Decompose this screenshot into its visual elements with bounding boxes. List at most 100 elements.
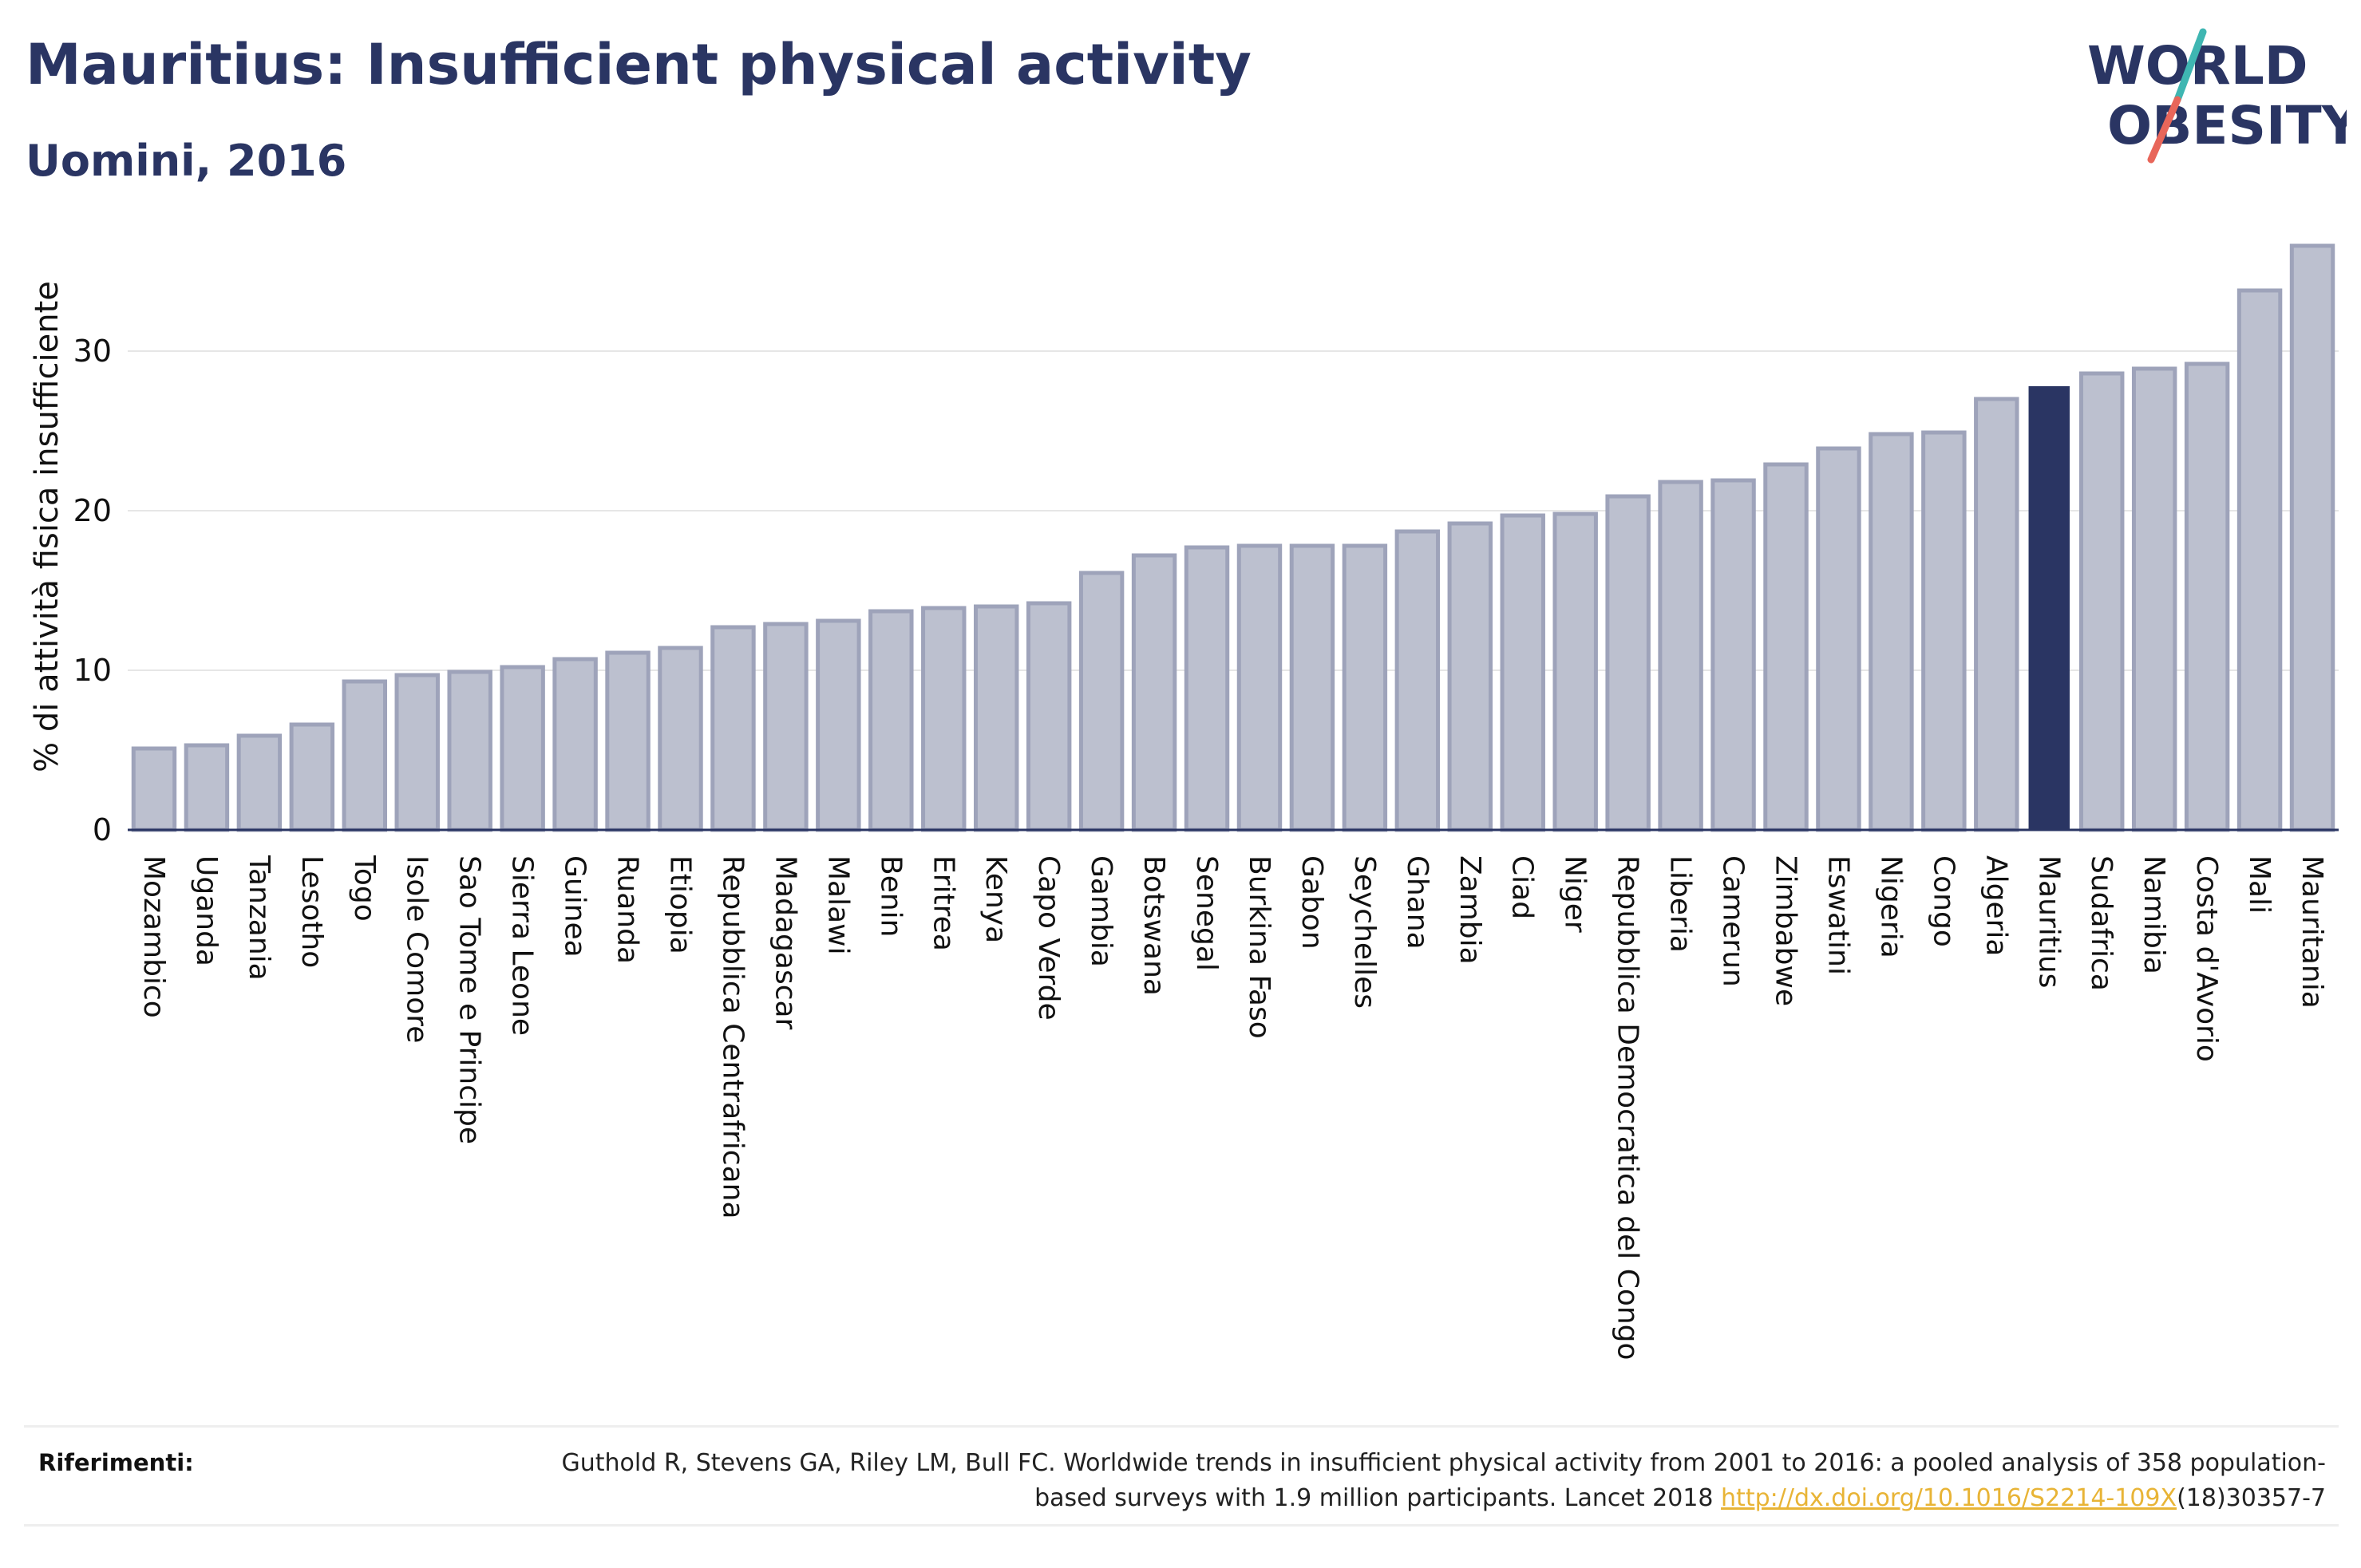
bar-gabon: [1289, 543, 1335, 832]
bar-sudafrica: [2078, 371, 2125, 832]
bar-algeria: [1974, 397, 2019, 832]
x-tick-label: Zimbabwe: [1770, 855, 1802, 1006]
x-tick-label: Costa d'Avorio: [2190, 855, 2223, 1062]
x-tick-label: Mozambico: [137, 855, 170, 1018]
grid-lines: [128, 350, 2339, 671]
x-tick-label: Tanzania: [243, 855, 275, 981]
doi-link[interactable]: http://dx.doi.org/10.1016/S2214-109X: [1721, 1484, 2177, 1512]
bar-tanzania: [236, 733, 283, 832]
footer-divider-bottom: [24, 1524, 2339, 1527]
x-tick-label: Mauritius: [2032, 855, 2065, 988]
bar-zambia: [1447, 521, 1493, 832]
bar-chart: Mozambico Uganda Tanzania Lesotho Togo Isole …: [29, 243, 2339, 1361]
bar-botswana: [1131, 553, 1177, 832]
bar-repubblica-democratica-del-congo: [1605, 494, 1651, 832]
x-tick-label: Burkina Faso: [1243, 855, 1275, 1039]
bar-liberia: [1658, 480, 1703, 832]
x-tick-label: Eritrea: [927, 855, 959, 951]
x-tick-label: Isole Comore: [401, 855, 433, 1043]
x-tick-label: Guinea: [559, 855, 591, 958]
y-tick-labels: 0 10 20 30: [73, 334, 112, 847]
bar-mali: [2236, 288, 2283, 832]
x-tick-label: Camerun: [1717, 855, 1750, 987]
x-tick-label: Niger: [1559, 855, 1592, 933]
bar-etiopia: [658, 646, 703, 832]
x-tick-label: Botswana: [1137, 855, 1170, 996]
x-tick-label: Liberia: [1664, 855, 1697, 953]
x-tick-label: Sao Tome e Principe: [453, 855, 486, 1144]
bar-eswatini: [1816, 446, 1861, 832]
bar-ciad: [1500, 513, 1545, 832]
x-tick-label: Namibia: [2138, 855, 2170, 974]
bar-sierra-leone: [500, 665, 545, 832]
bar-mozambico: [131, 746, 177, 832]
bar-niger: [1552, 511, 1598, 832]
x-tick-label: Togo: [348, 855, 381, 922]
footer-divider-top: [24, 1425, 2339, 1428]
bar-camerun: [1710, 478, 1756, 832]
references-citation-suffix: (18)30357-7: [2177, 1484, 2326, 1512]
bar-uganda: [184, 743, 230, 832]
x-tick-label: Kenya: [979, 855, 1012, 943]
bar-guinea: [552, 657, 598, 832]
x-tick-label: Seychelles: [1348, 855, 1381, 1009]
bar-madagascar: [763, 622, 809, 832]
x-tick-label: Malawi: [821, 855, 854, 955]
bar-isole-comore: [394, 673, 440, 832]
bar-congo: [1921, 430, 1967, 832]
chart-title: Mauritius: Insufficient physical activit…: [26, 32, 1252, 97]
references-label: Riferimenti:: [38, 1449, 194, 1476]
x-tick-label: Capo Verde: [1032, 855, 1065, 1021]
x-tick-label: Lesotho: [295, 855, 328, 968]
x-tick-label: Mauritania: [2296, 855, 2328, 1009]
y-tick-label: 30: [73, 334, 112, 369]
x-tick-label: Repubblica Democratica del Congo: [1612, 855, 1644, 1361]
bar-kenya: [973, 604, 1019, 832]
x-tick-label: Mali: [2243, 855, 2276, 914]
bar-mauritania: [2289, 243, 2335, 832]
bars: [131, 243, 2335, 832]
x-tick-label: Zambia: [1453, 855, 1486, 965]
references-citation: Guthold R, Stevens GA, Riley LM, Bull FC…: [561, 1449, 2326, 1512]
bar-sao-tome-e-principe: [447, 669, 492, 832]
x-tick-label: Eswatini: [1821, 855, 1854, 975]
x-tick-label: Ghana: [1401, 855, 1434, 950]
bar-zimbabwe: [1763, 462, 1809, 832]
x-tick-label: Gabon: [1295, 855, 1328, 950]
x-tick-label: Ruanda: [611, 855, 644, 964]
x-tick-label: Nigeria: [1874, 855, 1907, 958]
x-tick-label: Sierra Leone: [506, 855, 539, 1036]
x-tick-label: Congo: [1927, 855, 1960, 947]
bar-lesotho: [289, 722, 335, 832]
bar-benin: [868, 609, 914, 832]
logo-slash-red: [2147, 96, 2181, 164]
logo-slash-teal: [2173, 28, 2207, 104]
x-tick-label: Etiopia: [664, 855, 697, 954]
bar-eritrea: [921, 606, 967, 832]
world-obesity-logo: WORLD OBESITY: [2087, 28, 2347, 164]
x-tick-label: Algeria: [1979, 855, 2012, 957]
bar-mauritius: [2028, 386, 2070, 830]
bar-ghana: [1394, 529, 1441, 832]
y-tick-label: 20: [73, 493, 112, 528]
bar-nigeria: [1869, 432, 1914, 832]
bar-gambia: [1078, 571, 1125, 832]
x-tick-label: Repubblica Centrafricana: [716, 855, 749, 1219]
chart-subtitle: Uomini, 2016: [26, 136, 347, 186]
bar-burkina-faso: [1236, 543, 1283, 832]
bar-malawi: [816, 618, 861, 832]
x-tick-label: Uganda: [190, 855, 223, 966]
y-tick-label: 0: [93, 812, 112, 847]
logo-line-2: OBESITY: [2107, 95, 2347, 156]
x-tick-label: Senegal: [1190, 855, 1223, 971]
references-text: Guthold R, Stevens GA, Riley LM, Bull FC…: [490, 1446, 2326, 1516]
y-axis-title: % di attività fisica insufficiente: [29, 281, 65, 772]
bar-costa-d-avorio: [2184, 361, 2230, 832]
bar-namibia: [2131, 366, 2177, 832]
x-tick-label: Sudafrica: [2085, 855, 2118, 991]
x-tick-label: Ciad: [1506, 855, 1539, 919]
bar-ruanda: [605, 650, 651, 832]
x-tick-label: Gambia: [1085, 855, 1117, 967]
bar-senegal: [1184, 545, 1230, 832]
bar-capo-verde: [1026, 601, 1072, 832]
